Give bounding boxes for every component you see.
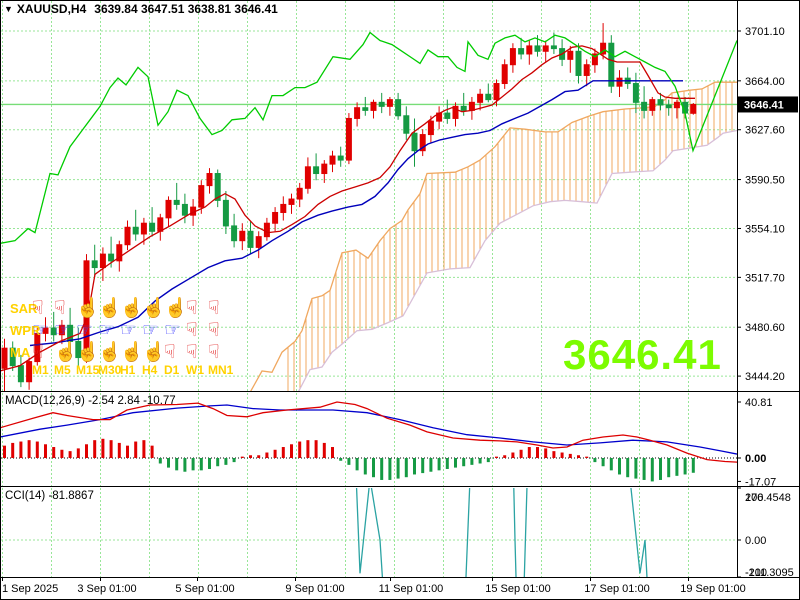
thumb-down-icon: ☟ — [186, 342, 198, 363]
macd-main-line — [1, 401, 737, 463]
tenkan-line — [1, 45, 695, 372]
cci-axis-label: 0.00 — [745, 535, 766, 547]
cci-axis-label: 100 — [745, 492, 763, 504]
thumb-up-icon: ☝ — [142, 298, 166, 319]
macd-axis-label: 40.81 — [745, 397, 773, 409]
thumb-up-icon: ☝ — [98, 342, 122, 363]
price-axis-label: 3627.60 — [745, 125, 785, 137]
candles — [1, 23, 697, 391]
current-price-badge — [738, 96, 798, 113]
macd-histogram — [3, 438, 695, 482]
dropdown-arrow-icon[interactable]: ▼ — [4, 4, 13, 14]
main-panel — [1, 23, 737, 391]
time-axis-label: 11 Sep 01:00 — [379, 583, 444, 595]
cci-axis-label: 276.4548 — [745, 492, 791, 504]
thumb-up-icon: ☝ — [142, 342, 166, 363]
timeframe-label-h4: H4 — [142, 363, 158, 377]
timeframe-label-m5: M5 — [54, 363, 71, 377]
cci-axis-label: -100 — [745, 567, 767, 579]
thumb-down-icon: ☟ — [32, 298, 44, 319]
thumb-up-icon: ☝ — [164, 298, 188, 319]
thumb-down-icon: ☟ — [186, 320, 198, 341]
dashboard-row-label: MA — [10, 345, 31, 360]
green-channel-line — [1, 31, 737, 244]
price-axis-label: 3701.10 — [745, 26, 785, 38]
thumb-up-icon: ☝ — [120, 342, 144, 363]
current-price-badge-label: 3646.41 — [744, 99, 784, 111]
hand-side-icon: ☞ — [164, 320, 182, 341]
price-axis-label: 3517.70 — [745, 272, 785, 284]
hand-side-icon: ☞ — [32, 320, 50, 341]
timeframe-label-d1: D1 — [164, 363, 180, 377]
thumb-up-icon: ☝ — [76, 342, 100, 363]
kijun-line — [29, 80, 683, 347]
timeframe-label-h1: H1 — [120, 363, 136, 377]
time-axis-label: 1 Sep 2025 — [2, 583, 58, 595]
thumb-down-icon: ☟ — [54, 298, 66, 319]
price-axis-label: 3444.20 — [745, 371, 785, 383]
cci-label: CCI(14) -81.8867 — [5, 490, 94, 502]
price-axis-label: 3664.00 — [745, 76, 785, 88]
time-axis-label: 15 Sep 01:00 — [485, 583, 550, 595]
timeframe-label-m15: M15 — [76, 363, 100, 377]
price-axis-label: 3554.10 — [745, 223, 785, 235]
cloud-hatch — [287, 82, 733, 391]
timeframe-label-m1: M1 — [32, 363, 49, 377]
thumb-up-icon: ☝ — [120, 298, 144, 319]
hand-side-icon: ☞ — [120, 320, 138, 341]
cci-axis-label: -211.3095 — [745, 567, 794, 579]
hand-side-icon: ☞ — [98, 320, 116, 341]
hand-side-icon: ☞ — [54, 320, 72, 341]
timeframe-label-w1: W1 — [186, 363, 204, 377]
thumb-up-icon: ☝ — [76, 298, 100, 319]
cci-line — [355, 488, 648, 577]
symbol-timeframe: XAUUSD,H4 — [16, 2, 87, 16]
timeframe-label-m30: M30 — [98, 363, 122, 377]
price-axis-label: 3480.60 — [745, 322, 785, 334]
time-axis-label: 17 Sep 01:00 — [584, 583, 649, 595]
dashboard-row-label: SAR — [10, 301, 38, 316]
time-axis: 1 Sep 2025 3 Sep 01:00 5 Sep 01:00 9 Sep 01… — [2, 577, 746, 595]
time-axis-label: 3 Sep 01:00 — [77, 583, 136, 595]
time-axis-label: 9 Sep 01:00 — [285, 583, 344, 595]
thumb-down-icon: ☟ — [164, 342, 176, 363]
macd-axis-label: -17.07 — [745, 476, 776, 488]
thumb-up-icon: ☝ — [54, 342, 78, 363]
time-axis-label: 5 Sep 01:00 — [175, 583, 234, 595]
thumb-down-icon: ☟ — [186, 298, 198, 319]
time-axis-label: 19 Sep 01:00 — [680, 583, 745, 595]
cci-panel — [355, 488, 648, 577]
thumb-up-icon: ☝ — [98, 298, 122, 319]
macd-label: MACD(12,26,9) -2.54 2.84 -10.77 — [5, 395, 176, 407]
thumb-down-icon: ☟ — [208, 320, 220, 341]
timeframe-label-mn1: MN1 — [208, 363, 234, 377]
thumb-down-icon: ☟ — [208, 298, 220, 319]
thumb-down-icon: ☟ — [32, 342, 44, 363]
gridlines — [1, 1, 738, 577]
hand-side-icon: ☞ — [76, 320, 94, 341]
price-axis: 3701.10 3664.00 3627.60 3590.50 3554.10 3517.… — [737, 26, 798, 579]
thumb-down-icon: ☟ — [208, 342, 220, 363]
ohlc-values: 3639.84 3647.51 3638.81 3646.41 — [94, 2, 278, 16]
chart-title: ▼ XAUUSD,H4 3639.84 3647.51 3638.81 3646.4… — [4, 2, 278, 16]
price-axis-label: 3590.50 — [745, 175, 785, 187]
dashboard-row-label: WPR — [10, 323, 41, 338]
hand-side-icon: ☞ — [142, 320, 160, 341]
senkou-b-line — [298, 129, 737, 391]
macd-axis-label: 0.00 — [745, 453, 766, 465]
big-price-display: 3646.41 — [563, 331, 722, 378]
macd-panel — [1, 401, 737, 482]
